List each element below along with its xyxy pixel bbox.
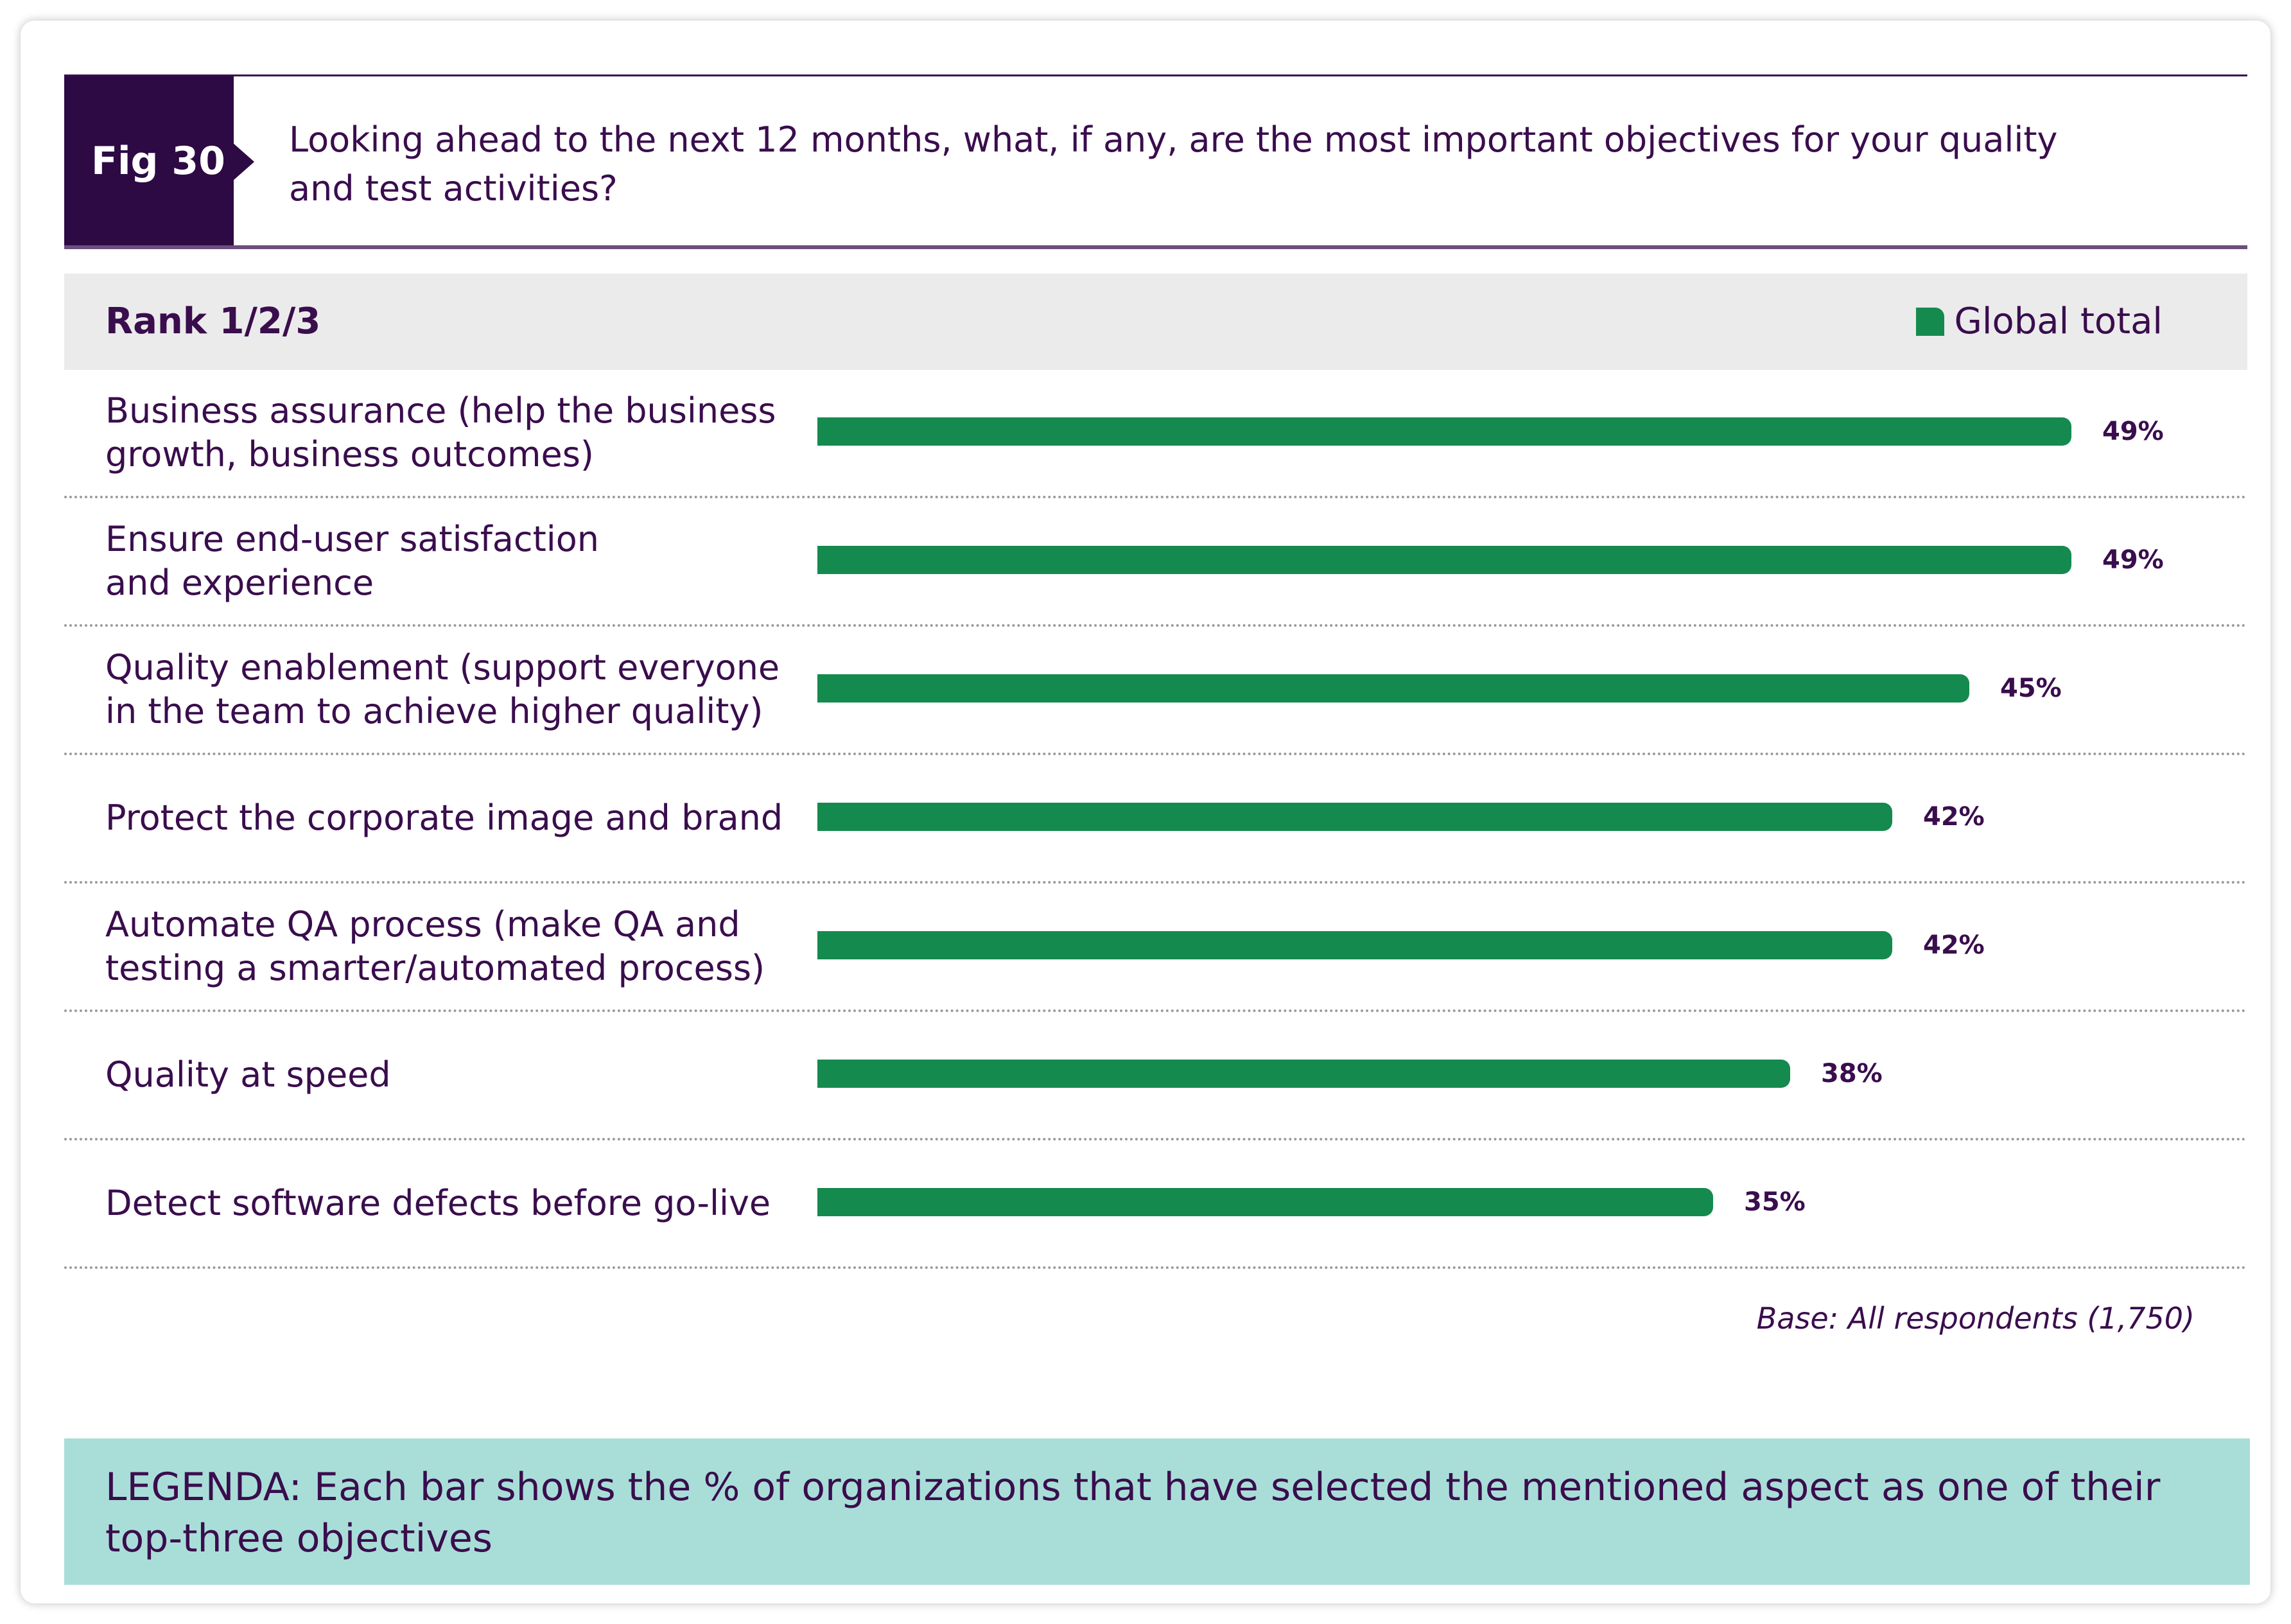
- figure-question-line2: and test activities?: [289, 168, 618, 209]
- legenda-box: LEGENDA: Each bar shows the % of organiz…: [64, 1438, 2250, 1585]
- legenda-line2: top-three objectives: [105, 1516, 493, 1561]
- category-label: Ensure end-user satisfaction and experie…: [105, 519, 600, 603]
- row-divider: [64, 1138, 2247, 1140]
- chart-legend: Global total: [1915, 301, 2163, 342]
- legenda-line1: LEGENDA: Each bar shows the % of organiz…: [105, 1465, 2161, 1510]
- chart-row: Quality enablement (support everyone in …: [64, 627, 2247, 755]
- bar-value-label: 45%: [2000, 674, 2062, 703]
- row-divider: [64, 753, 2247, 755]
- category-label: Detect software defects before go-live: [105, 1183, 771, 1223]
- rank-header: Rank 1/2/3 Global total: [64, 274, 2247, 370]
- chart-row: Detect software defects before go-live 35…: [64, 1140, 2247, 1269]
- legend-swatch-icon: [1915, 307, 1944, 336]
- figure-question-line1: Looking ahead to the next 12 months, wha…: [289, 119, 2058, 160]
- bar-value-label: 42%: [1923, 802, 1985, 832]
- header-bottom-rule: [64, 245, 2247, 249]
- bar: [817, 1188, 1713, 1216]
- category-label: Protect the corporate image and brand: [105, 798, 783, 838]
- row-divider: [64, 1009, 2247, 1012]
- bar: [817, 417, 2071, 446]
- category-label: Quality enablement (support everyone in …: [105, 647, 780, 731]
- legend-label: Global total: [1954, 301, 2163, 342]
- category-label: Quality at speed: [105, 1054, 391, 1095]
- bar: [817, 931, 1892, 959]
- category-label: Business assurance (help the business gr…: [105, 390, 776, 475]
- figure-tag-text: Fig 30: [91, 138, 225, 184]
- figure-tag-arrow-icon: [232, 143, 254, 181]
- chart-row: Automate QA process (make QA and testing…: [64, 884, 2247, 1012]
- bar: [817, 546, 2071, 574]
- bar: [817, 1060, 1790, 1088]
- bar: [817, 674, 1969, 703]
- figure-card: Fig 30 Looking ahead to the next 12 mont…: [21, 21, 2270, 1603]
- chart-row: Ensure end-user satisfaction and experie…: [64, 498, 2247, 627]
- header-top-rule: [64, 74, 2247, 76]
- chart-row: Business assurance (help the business gr…: [64, 370, 2247, 498]
- row-divider: [64, 881, 2247, 884]
- row-divider: [64, 1266, 2247, 1269]
- bar-value-label: 49%: [2102, 545, 2164, 575]
- chart-row: Quality at speed 38%: [64, 1012, 2247, 1140]
- figure-tag: Fig 30: [64, 76, 234, 245]
- figure-question: Looking ahead to the next 12 months, wha…: [289, 116, 2087, 213]
- bar-value-label: 38%: [1821, 1059, 1883, 1088]
- bar-value-label: 42%: [1923, 930, 1985, 960]
- rank-label: Rank 1/2/3: [105, 301, 321, 342]
- base-note: Base: All respondents (1,750): [1756, 1301, 2195, 1336]
- bar-value-label: 35%: [1744, 1187, 1806, 1217]
- row-divider: [64, 624, 2247, 627]
- category-label: Automate QA process (make QA and testing…: [105, 904, 765, 988]
- bar-value-label: 49%: [2102, 417, 2164, 446]
- row-divider: [64, 496, 2247, 498]
- chart-row: Protect the corporate image and brand 42%: [64, 755, 2247, 884]
- bar: [817, 803, 1892, 831]
- bar-chart: Business assurance (help the business gr…: [64, 370, 2247, 1269]
